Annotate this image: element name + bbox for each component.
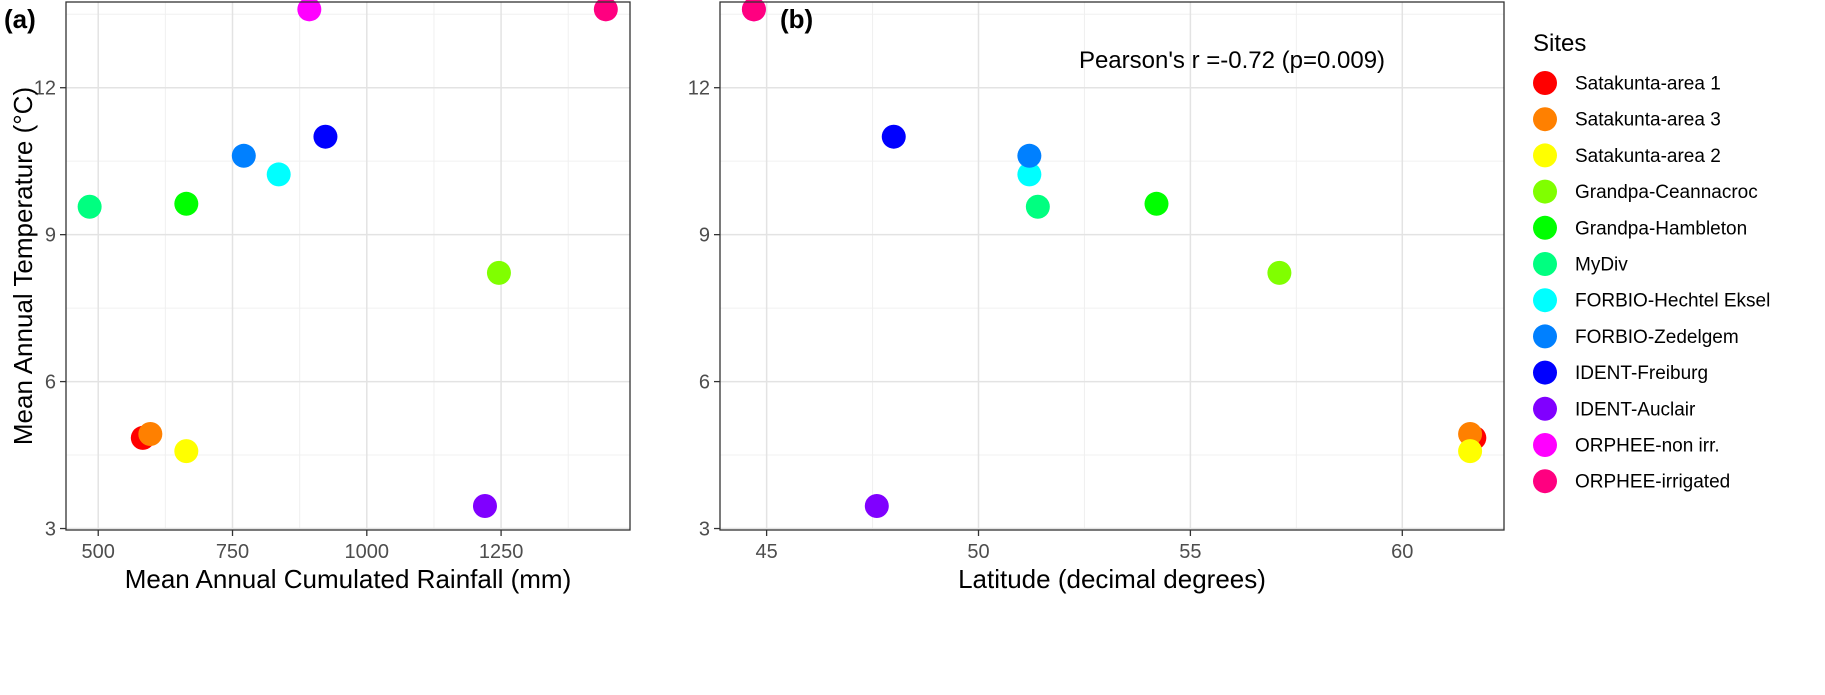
legend-swatch [1533,107,1557,132]
x-tick-label: 1000 [345,541,390,563]
panel-a-label: (a) [4,4,36,34]
data-point [593,0,618,22]
data-point [864,494,889,518]
x-tick-label: 45 [755,541,777,563]
data-point [1144,191,1169,216]
legend-item-label: MyDiv [1575,255,1628,276]
legend-items: Satakunta-area 1 Satakunta-area 3 Satakunt… [1533,71,1770,494]
data-point [174,439,199,464]
panel-b-grid [720,2,1504,530]
legend-item-label: Grandpa-Hambleton [1575,218,1747,239]
data-point [1025,194,1050,219]
data-point [297,0,322,22]
legend-swatch [1533,215,1557,240]
panel-b-points [741,0,1487,518]
legend-item-label: Satakunta-area 2 [1575,146,1721,167]
x-tick-label: 500 [82,541,115,563]
legend-swatch [1533,252,1557,276]
panel-a-frame [65,1,631,531]
panel-b-frame [719,1,1505,531]
x-tick-label: 1250 [479,541,524,563]
legend-swatch [1533,433,1557,457]
panel-b-axes: 45 50 55 60 3 6 9 12 [688,78,1414,563]
legend-swatch [1533,324,1557,349]
y-tick-label: 12 [34,78,56,100]
x-tick-label: 55 [1179,541,1201,563]
x-tick-label: 50 [967,541,989,563]
legend-item-label: Grandpa-Ceannacroc [1575,182,1758,203]
panel-b: 45 50 55 60 3 6 9 12 (b) Latitude (decimal degr… [688,0,1505,594]
data-point [472,494,497,518]
legend-item-label: IDENT-Auclair [1575,399,1696,420]
panel-b-plot-area [720,2,1504,530]
legend-swatch [1533,179,1557,204]
x-tick-label: 750 [216,541,249,563]
legend-item-label: ORPHEE-irrigated [1575,472,1730,493]
panel-a-x-axis-title: Mean Annual Cumulated Rainfall (mm) [125,564,572,594]
y-tick-label: 6 [45,372,56,394]
y-tick-label: 6 [699,372,710,394]
data-point [1017,162,1042,187]
legend-swatch [1533,360,1557,385]
legend-item-label: IDENT-Freiburg [1575,363,1708,384]
panel-b-x-axis-title: Latitude (decimal degrees) [958,564,1266,594]
legend-item-label: Satakunta-area 3 [1575,110,1721,131]
legend-swatch [1533,469,1557,494]
data-point [231,143,256,168]
data-point [1458,422,1483,446]
y-tick-label: 9 [45,225,56,247]
data-point [77,194,102,219]
panel-a-grid [66,2,630,530]
panel-a: 500 750 1000 1250 3 6 9 12 (a) Mean Annual Cumu… [4,0,631,594]
data-point [1017,143,1042,168]
legend-item-label: Satakunta-area 1 [1575,74,1721,95]
data-point [138,422,163,446]
y-tick-label: 3 [45,519,56,541]
data-point [1267,260,1292,285]
data-point [486,260,511,285]
data-point [741,0,766,22]
data-point [266,162,291,187]
legend-swatch [1533,143,1557,168]
data-point [1458,439,1483,464]
y-tick-label: 9 [699,225,710,247]
legend-item-label: FORBIO-Hechtel Eksel [1575,291,1770,312]
x-tick-label: 60 [1391,541,1413,563]
data-point [313,124,338,149]
data-point [174,191,199,216]
legend-swatch [1533,288,1557,313]
legend-item-label: ORPHEE-non irr. [1575,436,1720,457]
y-tick-label: 3 [699,519,710,541]
legend-swatch [1533,396,1557,421]
correlation-annotation: Pearson's r =-0.72 (p=0.009) [1079,47,1385,74]
panel-a-axes: 500 750 1000 1250 3 6 9 12 [34,78,524,563]
panel-a-points [77,0,618,518]
panel-b-label: (b) [780,4,813,34]
panel-a-y-axis-title: Mean Annual Temperature (°C) [8,87,38,445]
panel-a-plot-area [66,2,630,530]
data-point [881,124,906,149]
y-tick-label: 12 [688,78,710,100]
legend-title: Sites [1533,30,1586,57]
legend-item-label: FORBIO-Zedelgem [1575,327,1739,348]
legend-swatch [1533,71,1557,95]
